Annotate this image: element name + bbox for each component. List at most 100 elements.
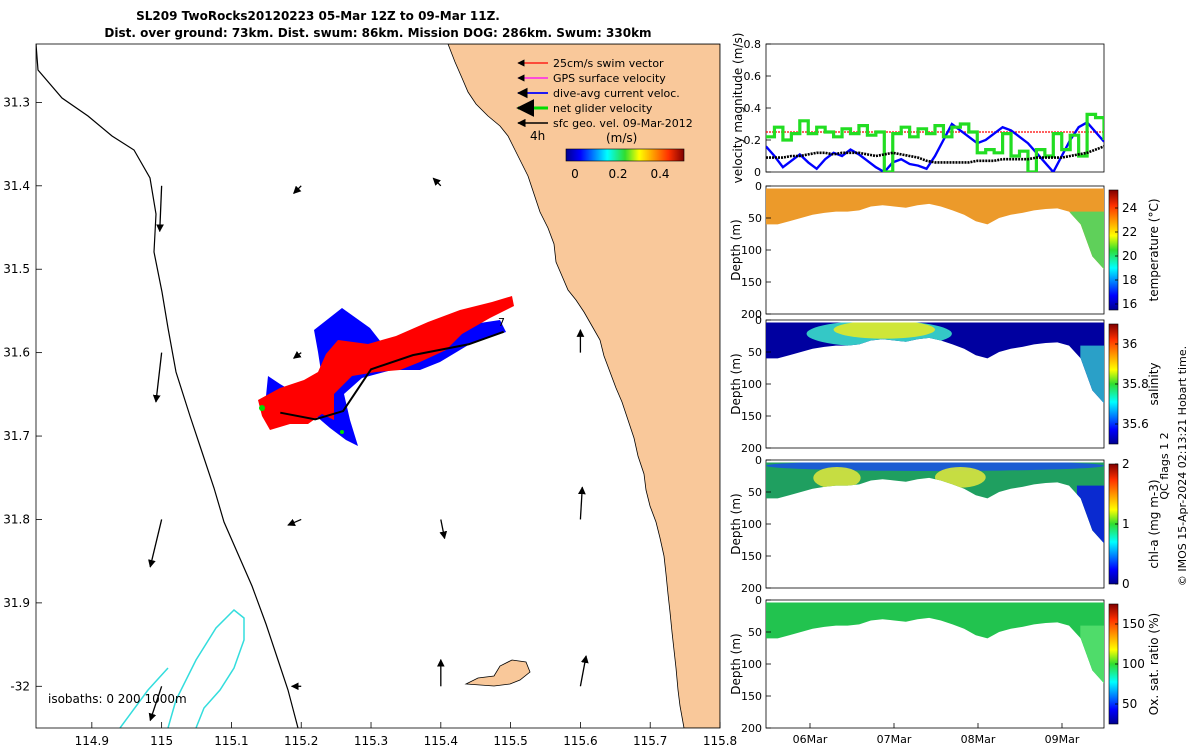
- time-tick-label: 08Mar: [961, 733, 996, 746]
- velocity-series-line: [766, 112, 1104, 172]
- net-glider-mark: [340, 430, 344, 434]
- current-arrow: [156, 185, 164, 233]
- section-field-patch: [833, 322, 935, 339]
- map-panel: 7 114.9 115 115.1 115.2 115.3 115.4 115.5 115.6…: [3, 43, 737, 748]
- map-xtick-label: 115.6: [563, 734, 597, 748]
- current-arrow: [148, 686, 163, 722]
- current-arrow: [579, 655, 589, 687]
- salinity-qc-label: QC flags 1 2: [1158, 432, 1171, 499]
- current-arrow: [432, 177, 442, 187]
- section-ylabel: Depth (m): [729, 493, 743, 554]
- velocity-ytick-label: 0.2: [744, 134, 762, 147]
- map-x-ticks: 114.9 115 115.1 115.2 115.3 115.4 115.5 115.6 11…: [75, 722, 737, 748]
- depth-tick-label: 150: [741, 550, 762, 563]
- map-ytick-label: 31.6: [3, 346, 30, 360]
- land-coastline: [447, 44, 720, 728]
- isobaths-label: isobaths: 0 200 1000m: [48, 692, 187, 706]
- colorbar-tick-label: 16: [1122, 297, 1137, 311]
- current-arrow: [148, 519, 163, 568]
- section-field-patch: [813, 466, 861, 489]
- time-tick-label: 07Mar: [877, 733, 912, 746]
- map-frame: [35, 43, 721, 729]
- velocity-series-line: [766, 120, 1104, 172]
- current-arrow: [578, 486, 586, 520]
- velocity-ytick-label: 0.6: [744, 70, 762, 83]
- map-xtick-label: 115.5: [493, 734, 527, 748]
- current-arrow: [287, 518, 302, 526]
- colorbar-tick-label: 1: [1122, 517, 1130, 531]
- depth-tick-label: 150: [741, 410, 762, 423]
- map-colorbar: [565, 148, 685, 162]
- isobath-200m: [36, 44, 299, 728]
- velocity-ytick-label: 0.8: [744, 38, 762, 51]
- colorbar-tick-1: 0.2: [608, 167, 627, 181]
- colorbar-tick-label: 50: [1122, 697, 1137, 711]
- colorbar-label: Ox. sat. ratio (%): [1147, 613, 1161, 715]
- section-ylabel: Depth (m): [729, 219, 743, 280]
- colorbar-label: salinity: [1147, 362, 1161, 405]
- colorbar-tick-label: 2: [1122, 457, 1130, 471]
- depth-tick-label: 50: [748, 626, 762, 639]
- colorbar-label: chl-a (mg m-3): [1147, 479, 1161, 568]
- velocity-y-ticks: 0 0.2 0.4 0.6 0.8: [744, 38, 771, 179]
- section-panel-1: 0 50 100 150 200 Depth (m) 35.6 35.8 36 salinity: [729, 314, 1161, 455]
- depth-tick-label: 50: [748, 212, 762, 225]
- glider-track: [280, 330, 504, 421]
- footer-note: © IMOS 15-Apr-2024 02:13:21 Hobart time.: [1176, 346, 1189, 586]
- section-panel-2: 0 50 100 150 200 Depth (m) 0 1 2 chl-a (mg m-3): [729, 454, 1161, 595]
- isobath-1000m: [167, 608, 245, 728]
- depth-tick-label: 200: [741, 582, 762, 595]
- colorbar-unit: (m/s): [606, 131, 637, 145]
- map-xtick-label: 115.4: [424, 734, 458, 748]
- isobath-1000m-south: [119, 667, 169, 728]
- colorbar-tick-label: 22: [1122, 225, 1137, 239]
- track-end-label: 7: [498, 316, 505, 329]
- map-xtick-label: 115.1: [214, 734, 248, 748]
- depth-tick-label: 0: [755, 180, 762, 193]
- velocity-lines: [766, 112, 1104, 172]
- time-tick-label: 09Mar: [1045, 733, 1080, 746]
- figure-title: SL209 TwoRocks20120223 05-Mar 12Z to 09-…: [136, 9, 500, 23]
- colorbar-tick-label: 20: [1122, 249, 1137, 263]
- colorbar-tick-label: 35.8: [1122, 377, 1149, 391]
- depth-tick-label: 100: [741, 658, 762, 671]
- map-ytick-label: 31.9: [3, 596, 30, 610]
- current-arrows: [148, 177, 589, 722]
- current-arrow: [293, 351, 302, 359]
- legend-diveavg: dive-avg current veloc.: [553, 87, 680, 100]
- map-ytick-label: 31.8: [3, 512, 30, 526]
- section-ylabel: Depth (m): [729, 353, 743, 414]
- island: [464, 659, 531, 687]
- map-ytick-label: 31.4: [3, 179, 30, 193]
- depth-tick-label: 200: [741, 442, 762, 455]
- colorbar-label: temperature (°C): [1147, 199, 1161, 302]
- velocity-ytick-label: 0.4: [744, 102, 762, 115]
- time-tick-label: 06Mar: [793, 733, 828, 746]
- section-colorbar: [1108, 189, 1119, 311]
- section-panel-0: 0 50 100 150 200 Depth (m) 16 18 20 22 24 temperatu…: [729, 180, 1161, 321]
- legend-gps: GPS surface velocity: [553, 72, 666, 85]
- colorbar-tick-2: 0.4: [650, 167, 669, 181]
- section-field-patch: [935, 466, 986, 488]
- map-xtick-label: 115.3: [354, 734, 388, 748]
- legend-swim: 25cm/s swim vector: [553, 57, 664, 70]
- colorbar-tick-label: 0: [1122, 577, 1130, 591]
- swim-vectors: [258, 296, 514, 430]
- depth-tick-label: 100: [741, 244, 762, 257]
- map-ytick-label: 31.5: [3, 262, 30, 276]
- figure-subtitle: Dist. over ground: 73km. Dist. swum: 86k…: [104, 26, 651, 40]
- depth-tick-label: 0: [755, 454, 762, 467]
- map-legend: 25cm/s swim vector GPS surface velocity …: [516, 57, 693, 181]
- depth-tick-label: 150: [741, 690, 762, 703]
- colorbar-tick-label: 24: [1122, 201, 1137, 215]
- current-arrow: [293, 185, 302, 194]
- current-arrow: [439, 519, 448, 540]
- section-field-patch: [766, 462, 1104, 471]
- net-glider-start: [259, 405, 265, 411]
- depth-tick-label: 100: [741, 378, 762, 391]
- map-xtick-label: 115.8: [703, 734, 737, 748]
- colorbar-tick-label: 35.6: [1122, 417, 1149, 431]
- map-ytick-label: 31.7: [3, 429, 30, 443]
